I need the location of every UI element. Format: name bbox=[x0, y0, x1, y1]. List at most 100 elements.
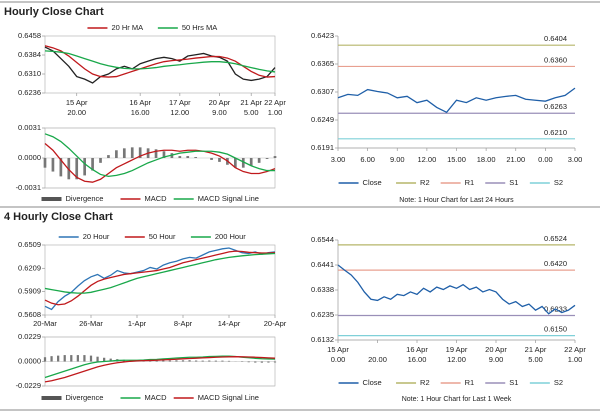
y-tick-label: 0.6236 bbox=[18, 88, 41, 97]
plot-frame bbox=[44, 35, 276, 94]
bar bbox=[50, 356, 53, 362]
x-tick-label: 16.00 bbox=[131, 108, 150, 117]
x-tick-label: 15.00 bbox=[447, 155, 466, 164]
legend-label: Close bbox=[363, 178, 382, 187]
x-tick-label: 5.00 bbox=[528, 355, 543, 364]
legend-label: MACD Signal Line bbox=[198, 393, 259, 402]
x-tick-label: 21 Apr bbox=[525, 345, 547, 354]
bar bbox=[138, 147, 142, 158]
bar bbox=[175, 360, 178, 362]
x-tick-label: 20 Apr bbox=[485, 345, 507, 354]
legend-label: R2 bbox=[420, 378, 430, 387]
bar bbox=[75, 158, 79, 180]
bar bbox=[227, 360, 231, 362]
series-line bbox=[44, 46, 276, 84]
series-line bbox=[44, 250, 276, 306]
bar bbox=[162, 151, 166, 158]
bar bbox=[89, 355, 93, 362]
bar bbox=[96, 356, 99, 362]
chart-note: Note: 1 Hour Chart for Last 1 Week bbox=[402, 396, 512, 403]
level-label: 0.6524 bbox=[544, 234, 567, 243]
series-line bbox=[44, 247, 276, 311]
bar bbox=[178, 156, 182, 158]
x-tick-label: 3.00 bbox=[331, 155, 346, 164]
legend-label: R1 bbox=[465, 378, 475, 387]
series-line bbox=[44, 45, 276, 78]
x-tick-label: 26-Mar bbox=[79, 319, 103, 328]
bar bbox=[51, 158, 55, 172]
x-tick-label: 20.00 bbox=[67, 108, 86, 117]
x-tick-label: 16 Apr bbox=[129, 98, 151, 107]
bar bbox=[273, 156, 277, 158]
x-tick-label: 20-Apr bbox=[264, 319, 287, 328]
x-tick-label: 1.00 bbox=[568, 355, 583, 364]
bar bbox=[70, 355, 73, 362]
legend-swatch bbox=[41, 197, 62, 201]
y-tick-label: 0.0031 bbox=[18, 123, 41, 132]
legend-label: MACD bbox=[145, 194, 168, 203]
bar bbox=[107, 155, 110, 158]
section-title: 4 Hourly Close Chart bbox=[4, 211, 113, 223]
bar bbox=[168, 360, 171, 362]
chart-note: Note: 1 Hour Chart for Last 24 Hours bbox=[399, 197, 514, 204]
x-tick-label: 12.00 bbox=[447, 355, 466, 364]
legend-label: S1 bbox=[509, 178, 518, 187]
series-line bbox=[44, 142, 276, 183]
x-tick-label: 6.00 bbox=[360, 155, 375, 164]
level-label: 0.6263 bbox=[544, 102, 567, 111]
x-tick-label: 0.00 bbox=[538, 155, 553, 164]
x-tick-label: 8-Apr bbox=[174, 319, 193, 328]
x-tick-label: 16 Apr bbox=[406, 345, 428, 354]
bar bbox=[155, 360, 158, 362]
bar bbox=[249, 158, 253, 166]
series-line bbox=[44, 252, 276, 294]
x-tick-label: 20.00 bbox=[368, 355, 387, 364]
legend-label: Close bbox=[363, 378, 382, 387]
bar bbox=[130, 147, 134, 158]
legend-label: 20 Hour bbox=[83, 232, 110, 241]
x-tick-label: 21.00 bbox=[506, 155, 525, 164]
x-tick-label: 9.00 bbox=[390, 155, 405, 164]
x-tick-label: 22 Apr bbox=[264, 98, 286, 107]
legend-label: R2 bbox=[420, 178, 430, 187]
bar bbox=[218, 158, 221, 162]
bar bbox=[201, 360, 204, 362]
y-tick-label: 0.6338 bbox=[311, 285, 334, 294]
bar bbox=[273, 361, 277, 363]
legend-label: Divergence bbox=[66, 393, 104, 402]
y-tick-label: 0.6365 bbox=[311, 59, 334, 68]
legend-label: R1 bbox=[465, 178, 475, 187]
x-tick-label: 12.00 bbox=[170, 108, 189, 117]
bar bbox=[247, 361, 250, 363]
legend-swatch bbox=[41, 396, 62, 400]
legend-label: S2 bbox=[554, 378, 563, 387]
bar bbox=[122, 148, 126, 158]
bar bbox=[257, 158, 261, 163]
bar bbox=[241, 158, 245, 168]
bar bbox=[260, 361, 263, 363]
x-tick-label: 1-Apr bbox=[128, 319, 147, 328]
bar bbox=[267, 361, 270, 363]
y-tick-label: 0.6458 bbox=[18, 31, 41, 40]
y-tick-label: 0.6235 bbox=[311, 310, 334, 319]
bar bbox=[214, 360, 217, 362]
plot-frame bbox=[44, 244, 276, 316]
bar bbox=[59, 158, 63, 177]
bar bbox=[99, 158, 102, 163]
level-label: 0.6150 bbox=[544, 325, 567, 334]
y-tick-label: -0.0031 bbox=[16, 183, 41, 192]
x-tick-label: 3.00 bbox=[568, 155, 583, 164]
y-tick-label: -0.0229 bbox=[16, 381, 41, 390]
bar bbox=[109, 358, 112, 362]
y-tick-label: 0.0000 bbox=[18, 153, 41, 162]
bar bbox=[254, 361, 257, 363]
x-tick-label: 18.00 bbox=[477, 155, 496, 164]
bar bbox=[57, 355, 60, 362]
legend-label: MACD Signal Line bbox=[198, 194, 259, 203]
x-tick-label: 17 Apr bbox=[169, 98, 191, 107]
bar bbox=[83, 158, 86, 176]
legend-label: S1 bbox=[509, 378, 518, 387]
y-tick-label: 0.6209 bbox=[18, 263, 41, 272]
x-tick-label: 22 Apr bbox=[564, 345, 586, 354]
bar bbox=[91, 158, 94, 171]
